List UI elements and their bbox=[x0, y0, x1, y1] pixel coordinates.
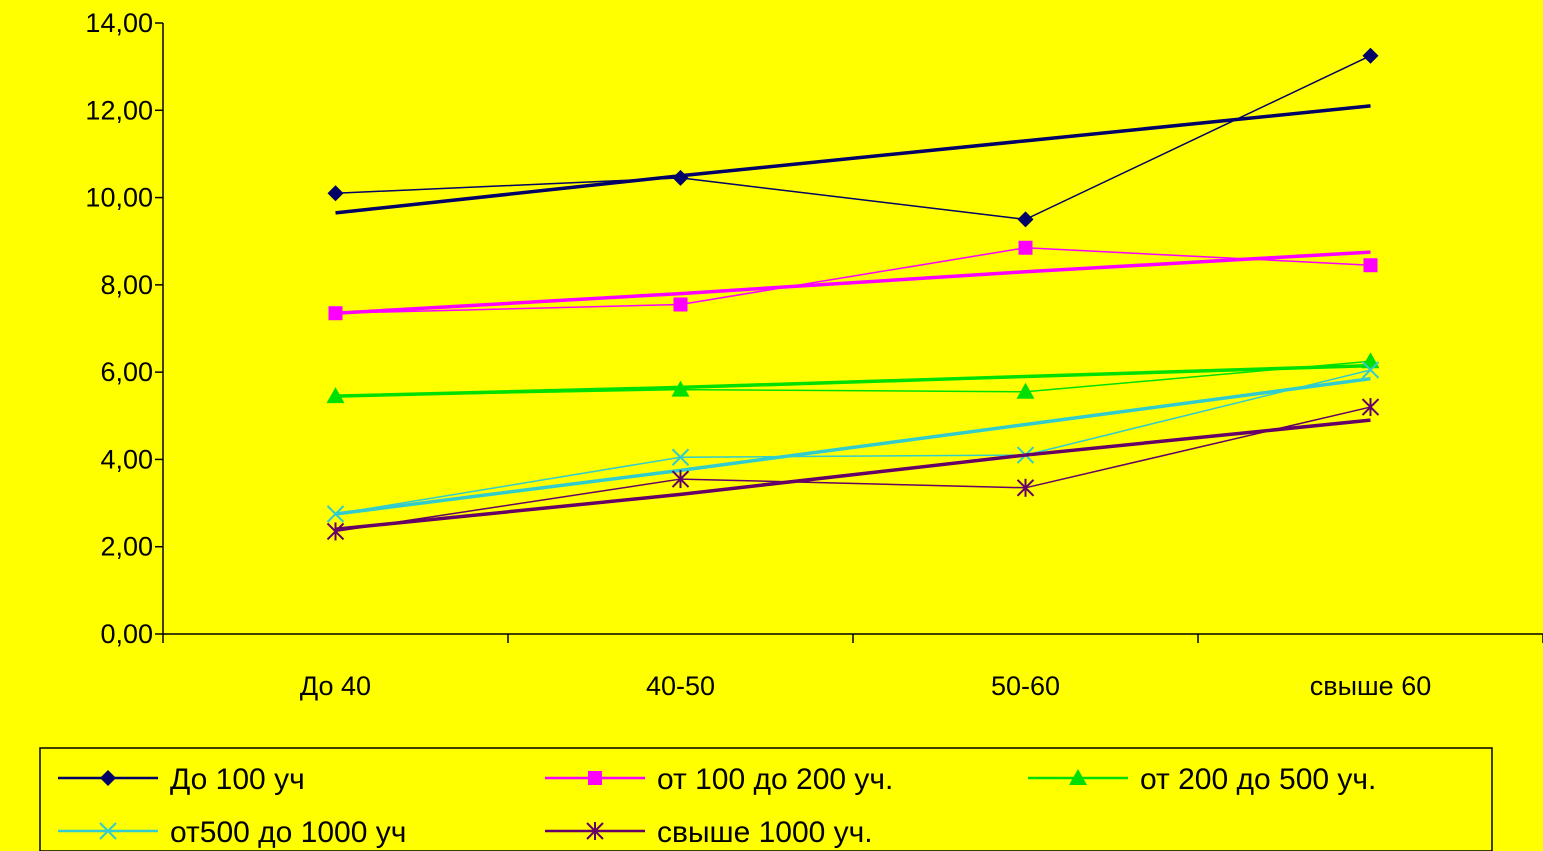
series-4 bbox=[326, 398, 1380, 541]
legend-item-0: До 100 уч bbox=[58, 763, 305, 796]
data-point bbox=[1361, 352, 1380, 369]
series-0 bbox=[327, 47, 1379, 228]
y-tick-label: 12,00 bbox=[85, 95, 153, 125]
x-tick-label: свыше 60 bbox=[1310, 671, 1431, 701]
data-point bbox=[1016, 382, 1035, 399]
data-point bbox=[1363, 258, 1378, 273]
series-line bbox=[335, 369, 1371, 515]
legend-item-2: от 200 до 500 уч. bbox=[1028, 763, 1376, 796]
data-point bbox=[671, 448, 690, 466]
data-point bbox=[1017, 211, 1034, 228]
series-line bbox=[335, 55, 1371, 221]
data-point bbox=[672, 169, 689, 186]
legend-label: До 100 уч bbox=[170, 763, 305, 796]
series-line bbox=[335, 247, 1371, 314]
legend-marker bbox=[586, 822, 604, 840]
data-point bbox=[328, 306, 343, 321]
trend-line bbox=[335, 418, 1371, 531]
data-point bbox=[671, 470, 690, 489]
legend-label: свыше 1000 уч. bbox=[657, 816, 873, 849]
data-point bbox=[326, 387, 345, 404]
trend-line bbox=[335, 376, 1371, 516]
data-point bbox=[326, 522, 345, 541]
y-tick-label: 2,00 bbox=[100, 532, 153, 562]
data-point bbox=[673, 297, 688, 312]
y-tick-label: 4,00 bbox=[100, 444, 153, 474]
trend-line bbox=[335, 104, 1371, 215]
data-point bbox=[326, 505, 345, 523]
series-line bbox=[335, 406, 1371, 533]
y-tick-label: 0,00 bbox=[100, 619, 153, 649]
y-tick-label: 8,00 bbox=[100, 270, 153, 300]
trend-line bbox=[335, 363, 1371, 398]
data-point bbox=[1016, 478, 1035, 497]
x-tick-label: 40-50 bbox=[646, 671, 715, 701]
series-3 bbox=[326, 361, 1380, 523]
legend-marker bbox=[100, 770, 116, 786]
legend-marker bbox=[1069, 769, 1087, 785]
legend: До 100 уч от 100 до 200 уч. от 200 до 500 … bbox=[39, 747, 1493, 851]
axes: 0,00 2,00 4,00 6,00 8,00 10,00 12,00 14,00 До 40… bbox=[85, 8, 1543, 701]
data-point bbox=[1018, 240, 1033, 255]
x-tick-label: До 40 bbox=[300, 671, 371, 701]
series-line bbox=[335, 360, 1371, 397]
series-layer bbox=[326, 47, 1380, 541]
data-point bbox=[671, 380, 690, 397]
legend-label: от 200 до 500 уч. bbox=[1140, 763, 1376, 796]
legend-marker bbox=[99, 822, 117, 840]
series-2 bbox=[326, 352, 1380, 404]
y-tick-label: 14,00 bbox=[85, 8, 153, 38]
data-point bbox=[1361, 361, 1380, 379]
data-point bbox=[1362, 47, 1379, 64]
y-tick-label: 10,00 bbox=[85, 183, 153, 213]
series-1 bbox=[328, 240, 1378, 321]
trend-line bbox=[335, 250, 1371, 315]
x-tick-label: 50-60 bbox=[991, 671, 1060, 701]
legend-box bbox=[39, 747, 1493, 851]
y-tick-label: 6,00 bbox=[100, 357, 153, 387]
legend-item-4: свыше 1000 уч. bbox=[545, 816, 873, 849]
legend-item-1: от 100 до 200 уч. bbox=[545, 763, 893, 796]
legend-label: от 100 до 200 уч. bbox=[657, 763, 893, 796]
data-point bbox=[1361, 398, 1380, 417]
legend-label: от500 до 1000 уч bbox=[170, 816, 406, 849]
legend-marker bbox=[588, 771, 602, 785]
legend-item-3: от500 до 1000 уч bbox=[58, 816, 406, 849]
data-point bbox=[327, 185, 344, 202]
